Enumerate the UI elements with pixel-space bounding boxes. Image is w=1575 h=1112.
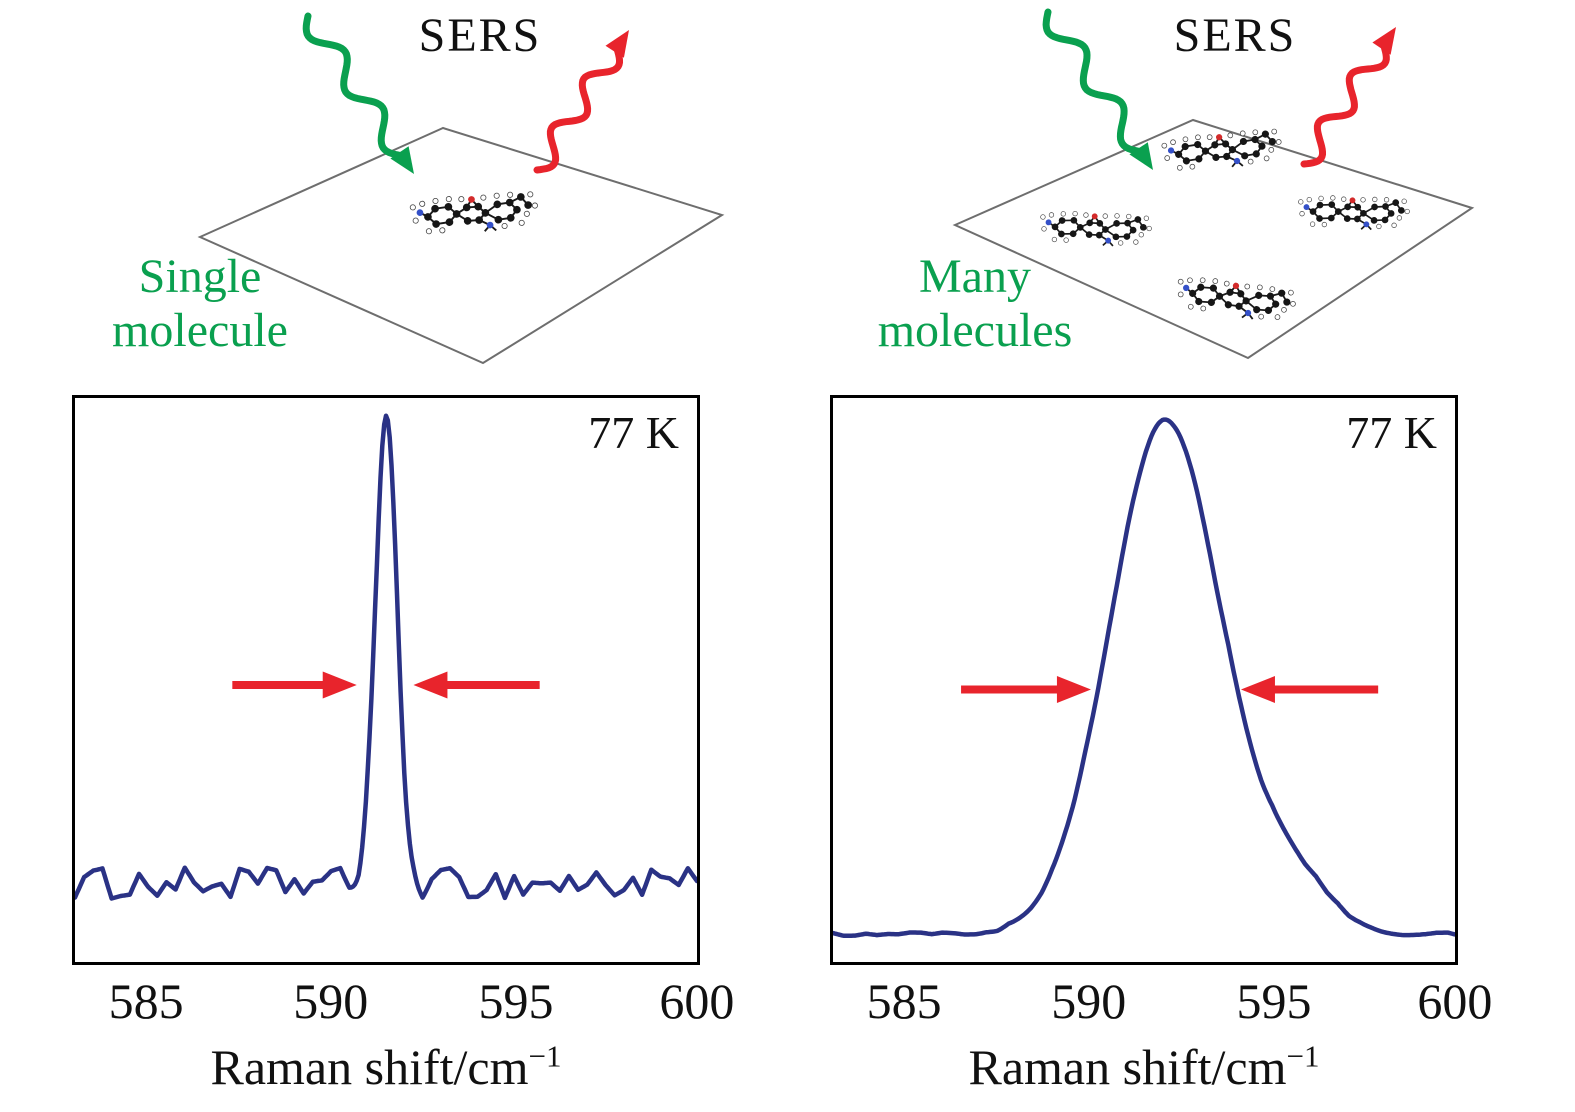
- x-tick: 600: [659, 973, 735, 1029]
- x-axis-label-left: Raman shift/cm−1: [72, 1038, 700, 1096]
- scattered-light-arrow: [533, 30, 629, 174]
- x-axis-label-text: Raman shift/cm: [968, 1039, 1287, 1095]
- x-tick: 595: [1236, 973, 1312, 1029]
- x-axis-label-exponent: −1: [528, 1038, 562, 1074]
- x-tick: 585: [108, 973, 184, 1029]
- scattered-light-arrow: [1300, 27, 1396, 168]
- label-line: Many: [919, 250, 1031, 303]
- molecule-icon: [409, 191, 538, 235]
- x-tick: 590: [293, 973, 369, 1029]
- x-axis-ticks-left: 585 590 595 600: [72, 972, 735, 1032]
- molecule-icon: [1298, 195, 1410, 231]
- molecule-icon: [1040, 211, 1152, 247]
- fwhm-arrow-right: [413, 671, 540, 699]
- label-line: molecules: [877, 304, 1073, 357]
- spectrum-plot-right: [833, 417, 1455, 939]
- single-molecule-label: Single molecule: [80, 250, 320, 358]
- incident-light-arrow: [302, 12, 414, 174]
- substrate-plane: [952, 118, 1475, 360]
- fwhm-arrow-left: [232, 671, 357, 699]
- molecule-icon: [1161, 128, 1282, 171]
- substrate-plane: [197, 126, 725, 365]
- incident-light-arrow: [1042, 8, 1153, 170]
- fwhm-arrow-left: [961, 676, 1091, 703]
- many-molecules-label: Many molecules: [850, 250, 1100, 358]
- x-tick: 600: [1417, 973, 1493, 1029]
- spectrum-panel-right: 77 K: [830, 395, 1458, 965]
- sers-title-left: SERS: [418, 9, 542, 62]
- spectrum-curve: [833, 417, 1455, 939]
- molecule-icon: [1177, 277, 1296, 320]
- x-axis-ticks-right: 585 590 595 600: [830, 972, 1493, 1032]
- sers-diagram-layer: [197, 8, 1475, 365]
- spectrum-panel-left: 77 K: [72, 395, 700, 965]
- x-tick: 590: [1051, 973, 1127, 1029]
- x-tick: 595: [478, 973, 554, 1029]
- spectrum-plot-left: [75, 413, 697, 901]
- x-axis-label-right: Raman shift/cm−1: [830, 1038, 1458, 1096]
- x-tick: 585: [866, 973, 942, 1029]
- x-axis-label-exponent: −1: [1286, 1038, 1320, 1074]
- fwhm-arrow-right: [1240, 676, 1379, 703]
- x-axis-label-text: Raman shift/cm: [210, 1039, 529, 1095]
- spectrum-curve: [75, 413, 697, 901]
- sers-title-right: SERS: [1173, 9, 1297, 62]
- temperature-annotation: 77 K: [588, 407, 679, 458]
- temperature-annotation: 77 K: [1346, 407, 1437, 458]
- label-line: molecule: [112, 304, 288, 357]
- label-line: Single: [138, 250, 262, 303]
